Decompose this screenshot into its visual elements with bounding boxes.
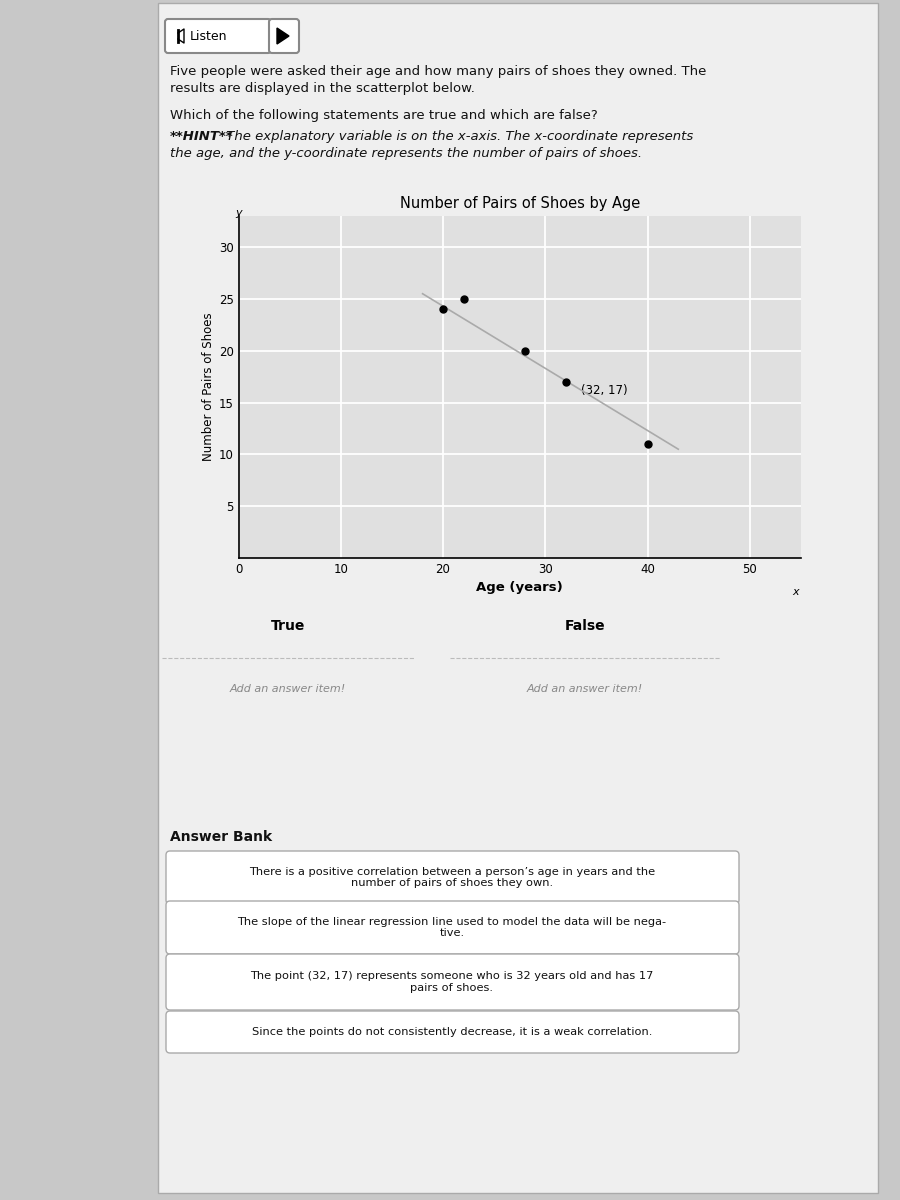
FancyBboxPatch shape: [158, 2, 878, 1193]
X-axis label: Age (years): Age (years): [476, 582, 563, 594]
Point: [641, 434, 655, 454]
Polygon shape: [277, 28, 289, 44]
Text: True: True: [271, 619, 305, 634]
FancyBboxPatch shape: [269, 19, 299, 53]
Text: The slope of the linear regression line used to model the data will be nega-
tiv: The slope of the linear regression line …: [238, 917, 667, 938]
Point: [559, 372, 573, 391]
Text: **HINT**: **HINT**: [170, 130, 234, 143]
Text: The point (32, 17) represents someone who is 32 years old and has 17
pairs of sh: The point (32, 17) represents someone wh…: [250, 971, 653, 992]
Text: There is a positive correlation between a person’s age in years and the
number o: There is a positive correlation between …: [249, 866, 655, 888]
Text: Add an answer item!: Add an answer item!: [230, 684, 346, 694]
Text: Five people were asked their age and how many pairs of shoes they owned. The: Five people were asked their age and how…: [170, 65, 707, 78]
Text: x: x: [793, 587, 799, 598]
Point: [456, 289, 471, 308]
FancyBboxPatch shape: [166, 901, 739, 954]
Text: Since the points do not consistently decrease, it is a weak correlation.: Since the points do not consistently dec…: [252, 1027, 652, 1037]
Point: [518, 341, 532, 360]
Text: y: y: [235, 208, 242, 218]
Text: (32, 17): (32, 17): [581, 384, 627, 397]
Y-axis label: Number of Pairs of Shoes: Number of Pairs of Shoes: [202, 313, 214, 461]
Text: Add an answer item!: Add an answer item!: [526, 684, 644, 694]
Text: Which of the following statements are true and which are false?: Which of the following statements are tr…: [170, 109, 598, 122]
Text: The explanatory variable is on the x-axis. The x-coordinate represents: The explanatory variable is on the x-axi…: [222, 130, 693, 143]
Title: Number of Pairs of Shoes by Age: Number of Pairs of Shoes by Age: [400, 196, 640, 211]
FancyBboxPatch shape: [166, 1010, 739, 1054]
Text: False: False: [564, 619, 606, 634]
Text: Listen: Listen: [190, 30, 228, 42]
FancyBboxPatch shape: [165, 19, 271, 53]
FancyBboxPatch shape: [166, 954, 739, 1010]
Text: results are displayed in the scatterplot below.: results are displayed in the scatterplot…: [170, 82, 475, 95]
Text: Answer Bank: Answer Bank: [170, 830, 272, 844]
Text: the age, and the y-coordinate represents the number of pairs of shoes.: the age, and the y-coordinate represents…: [170, 146, 642, 160]
Point: [436, 300, 450, 319]
FancyBboxPatch shape: [166, 851, 739, 904]
